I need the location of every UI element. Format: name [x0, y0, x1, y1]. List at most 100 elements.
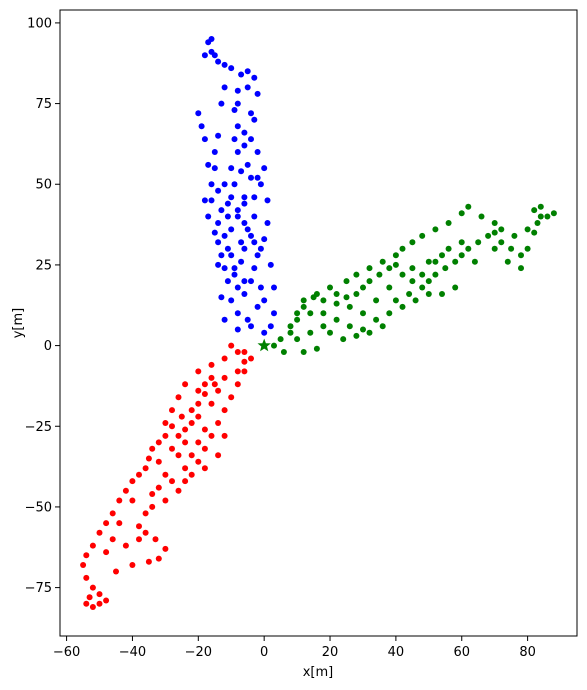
data-point-1-15 [399, 271, 406, 278]
data-point-2-9 [178, 413, 185, 420]
data-point-0-63 [228, 226, 235, 233]
data-point-1-14 [392, 261, 399, 268]
data-point-2-61 [182, 381, 189, 388]
data-point-2-17 [129, 478, 136, 485]
data-point-0-34 [205, 161, 212, 168]
data-point-1-22 [458, 252, 465, 259]
data-point-1-18 [425, 278, 432, 285]
data-point-1-78 [406, 291, 413, 297]
y-tick-label: 0 [44, 339, 52, 354]
data-point-1-74 [353, 332, 360, 339]
data-point-1-36 [537, 203, 544, 210]
data-point-0-14 [264, 197, 271, 204]
data-point-1-84 [373, 297, 380, 304]
data-point-2-21 [103, 520, 110, 527]
data-point-0-90 [267, 323, 274, 330]
data-point-2-67 [169, 478, 175, 485]
data-point-1-69 [425, 291, 432, 297]
data-point-0-91 [271, 310, 277, 317]
data-point-0-9 [251, 74, 258, 81]
data-point-1-43 [465, 203, 472, 210]
data-point-1-100 [518, 265, 524, 272]
data-point-0-89 [261, 329, 268, 336]
data-point-1-52 [366, 265, 373, 272]
data-point-1-53 [353, 271, 360, 278]
data-point-0-4 [211, 52, 218, 59]
data-point-0-64 [234, 213, 241, 220]
data-point-2-74 [169, 445, 175, 452]
data-point-1-97 [471, 258, 478, 265]
data-point-0-98 [248, 110, 254, 117]
data-point-2-78 [215, 387, 222, 394]
data-point-2-38 [162, 545, 169, 552]
data-point-2-89 [149, 491, 156, 497]
data-point-0-39 [221, 232, 228, 239]
data-point-0-37 [205, 213, 212, 220]
data-point-0-73 [234, 87, 241, 94]
data-point-1-51 [379, 258, 386, 265]
data-point-1-88 [320, 323, 327, 330]
data-point-2-14 [145, 455, 152, 462]
data-point-2-7 [195, 400, 202, 407]
data-point-0-7 [228, 65, 235, 72]
data-point-2-94 [201, 381, 208, 388]
data-point-0-102 [224, 213, 231, 220]
data-point-0-79 [224, 200, 231, 207]
data-point-2-85 [109, 536, 116, 543]
origin-marker-layer [257, 338, 271, 352]
data-point-2-54 [234, 381, 241, 388]
data-point-0-71 [234, 123, 241, 130]
data-point-2-29 [83, 600, 90, 607]
data-point-2-40 [142, 529, 149, 536]
data-point-1-58 [294, 310, 301, 317]
data-point-0-23 [218, 294, 225, 301]
data-point-0-100 [221, 181, 228, 188]
data-point-2-27 [89, 584, 96, 591]
data-point-2-52 [221, 407, 228, 414]
data-point-1-0 [271, 342, 277, 349]
data-point-2-22 [96, 529, 103, 536]
data-point-0-48 [248, 232, 254, 239]
data-point-0-69 [248, 136, 254, 143]
data-point-0-85 [224, 278, 231, 285]
data-point-2-71 [201, 426, 208, 433]
data-point-0-41 [228, 252, 235, 259]
data-point-2-66 [162, 471, 169, 478]
data-point-2-80 [221, 432, 228, 439]
data-point-2-77 [208, 400, 215, 407]
data-point-1-63 [346, 323, 353, 330]
data-point-2-11 [162, 432, 169, 439]
data-point-1-89 [307, 329, 314, 336]
data-point-1-27 [498, 239, 505, 246]
data-point-0-81 [251, 239, 258, 246]
data-point-2-23 [89, 542, 96, 549]
data-point-0-24 [215, 261, 222, 268]
data-point-1-91 [280, 349, 287, 355]
data-point-0-25 [211, 229, 218, 236]
x-tick-label: 60 [453, 645, 470, 660]
data-point-1-56 [313, 291, 320, 297]
data-point-1-20 [442, 265, 449, 272]
x-tick-label: −20 [185, 645, 212, 660]
data-point-0-84 [238, 239, 245, 246]
data-point-1-57 [300, 297, 307, 304]
data-point-2-39 [152, 536, 159, 543]
data-point-2-82 [201, 465, 208, 472]
data-point-1-9 [353, 291, 360, 297]
y-tick-label: 50 [35, 178, 52, 193]
data-point-1-38 [524, 226, 531, 233]
data-point-0-78 [218, 207, 225, 214]
data-point-1-60 [307, 310, 314, 317]
data-point-0-44 [241, 291, 248, 297]
data-point-1-1 [277, 336, 284, 343]
x-tick-label: 40 [388, 645, 405, 660]
data-point-2-58 [221, 355, 228, 362]
data-point-1-42 [478, 213, 485, 220]
data-point-2-83 [129, 497, 136, 504]
data-point-0-96 [234, 100, 241, 107]
data-point-0-77 [215, 187, 222, 194]
data-point-1-23 [465, 245, 472, 252]
x-tick-label: 20 [322, 645, 339, 660]
data-point-0-68 [241, 142, 248, 149]
data-point-1-55 [327, 284, 333, 291]
